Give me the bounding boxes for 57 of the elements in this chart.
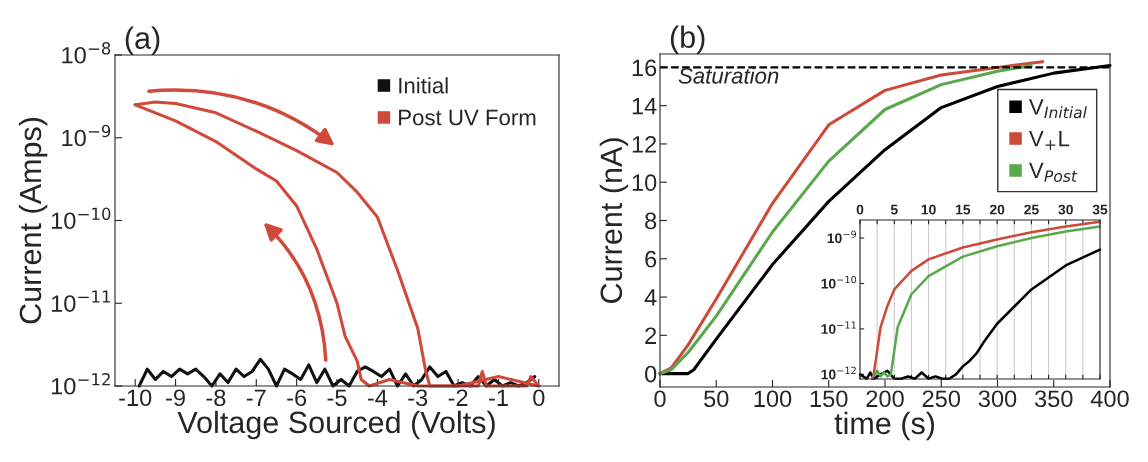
x-tick-label: 35 [1092,204,1108,215]
y-tick-label: 10$^{−12}$ [51,373,110,395]
x-tick-label: -1 [489,389,508,406]
y-axis-title: Current (nA) [599,138,629,303]
x-tick-label: -4 [367,389,388,406]
legend-label: V$_{Post}$ [1028,162,1078,182]
y-axis-title: Current (Amps) [18,117,48,324]
chart-title: (b) [670,25,705,54]
legend-label: Initial [399,77,448,94]
y-tick-label: 0 [645,365,657,383]
x-tick-label: 0 [856,204,864,215]
x-tick-label: 25 [1024,204,1039,215]
y-tick-label: 12 [632,136,657,153]
x-axis-title: Voltage Sourced (Volts) [177,410,495,440]
legend-label: V$_{+}$L [1028,130,1070,150]
x-tick-label: -8 [206,389,226,407]
x-tick-label: 300 [978,390,1017,408]
x-tick-label: 100 [754,390,792,408]
y-tick-label: 4 [644,289,657,306]
x-tick-label: -3 [408,389,428,407]
y-tick-label: 10$^{−11}$ [821,321,856,334]
x-tick-label: -7 [246,389,266,406]
x-tick-label: 250 [922,390,961,408]
x-tick-label: 350 [1034,390,1073,408]
x-tick-label: 400 [1090,390,1129,408]
y-tick-label: 10$^{−10}$ [821,275,857,289]
y-tick-label: 10$^{−9}$ [62,124,111,147]
ref-line-label: Saturation [678,67,779,84]
x-tick-label: 150 [810,390,848,408]
legend-label: Post UV Form [399,109,536,126]
x-tick-label: 20 [989,204,1005,215]
x-tick-label: -2 [448,389,468,406]
chart-title: (a) [125,26,160,55]
y-tick-label: 10$^{−9}$ [827,230,857,244]
x-tick-label: 200 [866,390,904,408]
y-tick-label: 10$^{−12}$ [821,366,856,380]
y-tick-label: 14 [632,97,657,115]
x-tick-label: 30 [1058,204,1073,215]
x-tick-label: -10 [119,389,152,407]
y-tick-label: 10$^{−10}$ [51,207,111,230]
x-tick-label: 15 [956,204,971,215]
y-tick-label: 10$^{−8}$ [62,42,111,64]
y-tick-label: 2 [645,327,657,344]
x-tick-label: -9 [166,389,185,407]
x-tick-label: 0 [533,389,545,407]
x-tick-label: 5 [890,204,898,215]
y-tick-label: 10 [632,174,657,192]
x-tick-label: 50 [704,390,729,408]
legend-label: V$_{Initial}$ [1028,99,1087,119]
x-axis-title: time (s) [834,411,935,441]
x-tick-label: -5 [327,389,347,407]
y-tick-label: 10$^{−11}$ [51,290,110,312]
x-tick-label: -6 [287,389,307,407]
y-tick-label: 16 [632,59,657,77]
y-tick-label: 8 [645,212,657,230]
y-tick-label: 6 [645,250,657,268]
x-tick-label: 10 [921,204,936,215]
